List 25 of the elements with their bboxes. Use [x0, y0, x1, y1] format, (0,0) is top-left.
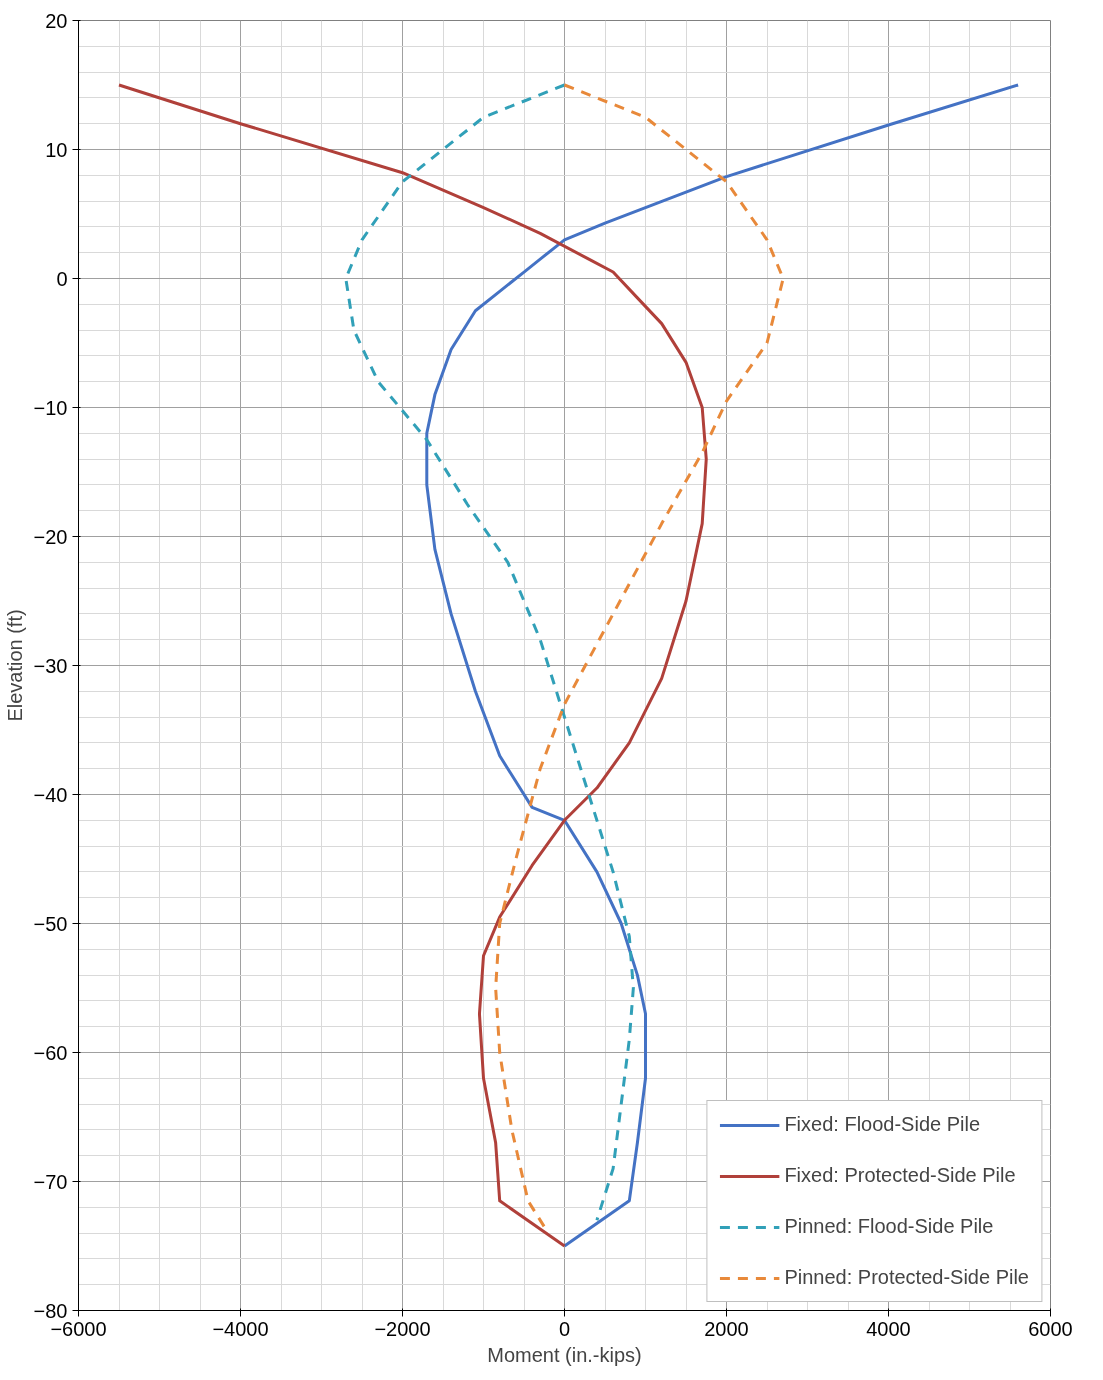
line-series	[117, 83, 708, 1248]
y-tick-label: −10	[33, 396, 68, 419]
legend-label: Pinned: Protected-Side Pile	[784, 1266, 1029, 1289]
line-series	[344, 83, 635, 1222]
y-tick-label: −50	[33, 912, 68, 935]
y-tick-label: 0	[56, 267, 68, 290]
legend-label: Fixed: Protected-Side Pile	[784, 1164, 1016, 1187]
x-tick-label: 2000	[704, 1317, 749, 1340]
x-tick-label: 6000	[1028, 1317, 1073, 1340]
y-tick-label: −20	[33, 525, 68, 548]
legend-label: Pinned: Flood-Side Pile	[784, 1215, 994, 1238]
x-tick-label: 4000	[866, 1317, 911, 1340]
y-tick-label: 10	[45, 138, 68, 161]
x-tick-label: −4000	[212, 1317, 269, 1340]
y-tick-label: 20	[45, 9, 68, 32]
y-tick-label: −60	[33, 1041, 68, 1064]
y-axis-title: Elevation (ft)	[3, 609, 26, 722]
x-axis-title: Moment (in.-kips)	[487, 1343, 642, 1366]
x-tick-label: 0	[558, 1317, 571, 1340]
y-tick-label: −70	[33, 1170, 68, 1193]
y-tick-label: −40	[33, 783, 68, 806]
legend-label: Fixed: Flood-Side Pile	[784, 1113, 981, 1136]
y-tick-label: −30	[33, 654, 68, 677]
x-tick-label: −2000	[374, 1317, 431, 1340]
line-series	[425, 83, 1020, 1248]
